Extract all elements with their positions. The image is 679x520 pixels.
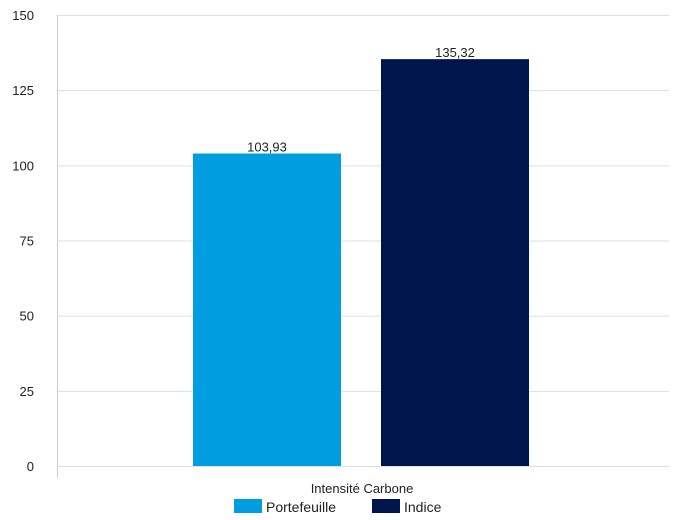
y-tick-label: 150: [12, 8, 34, 23]
legend-item-indice: Indice: [372, 499, 442, 515]
y-tick-label: 75: [20, 234, 34, 249]
bars: [193, 59, 529, 466]
legend-item-portefeuille: Portefeuille: [234, 499, 336, 515]
bar-portefeuille: [193, 153, 341, 466]
y-axis-ticks: 0 25 50 75 100 125 150: [12, 8, 34, 474]
bar-indice: [381, 59, 529, 466]
gridlines: [57, 15, 669, 467]
y-tick-label: 0: [27, 459, 34, 474]
legend: Portefeuille Indice: [234, 499, 442, 515]
legend-label: Portefeuille: [266, 499, 336, 515]
legend-swatch: [372, 499, 400, 513]
data-labels: 103,93 135,32: [247, 45, 475, 154]
legend-swatch: [234, 499, 262, 513]
data-label-portefeuille: 103,93: [247, 140, 287, 155]
y-tick-label: 125: [12, 83, 34, 98]
y-tick-label: 100: [12, 158, 34, 173]
x-category-label: Intensité Carbone: [311, 481, 414, 496]
data-label-indice: 135,32: [435, 45, 475, 60]
y-tick-label: 50: [20, 309, 34, 324]
legend-label: Indice: [404, 499, 442, 515]
y-tick-label: 25: [20, 384, 34, 399]
category-labels: Intensité Carbone: [311, 481, 414, 496]
